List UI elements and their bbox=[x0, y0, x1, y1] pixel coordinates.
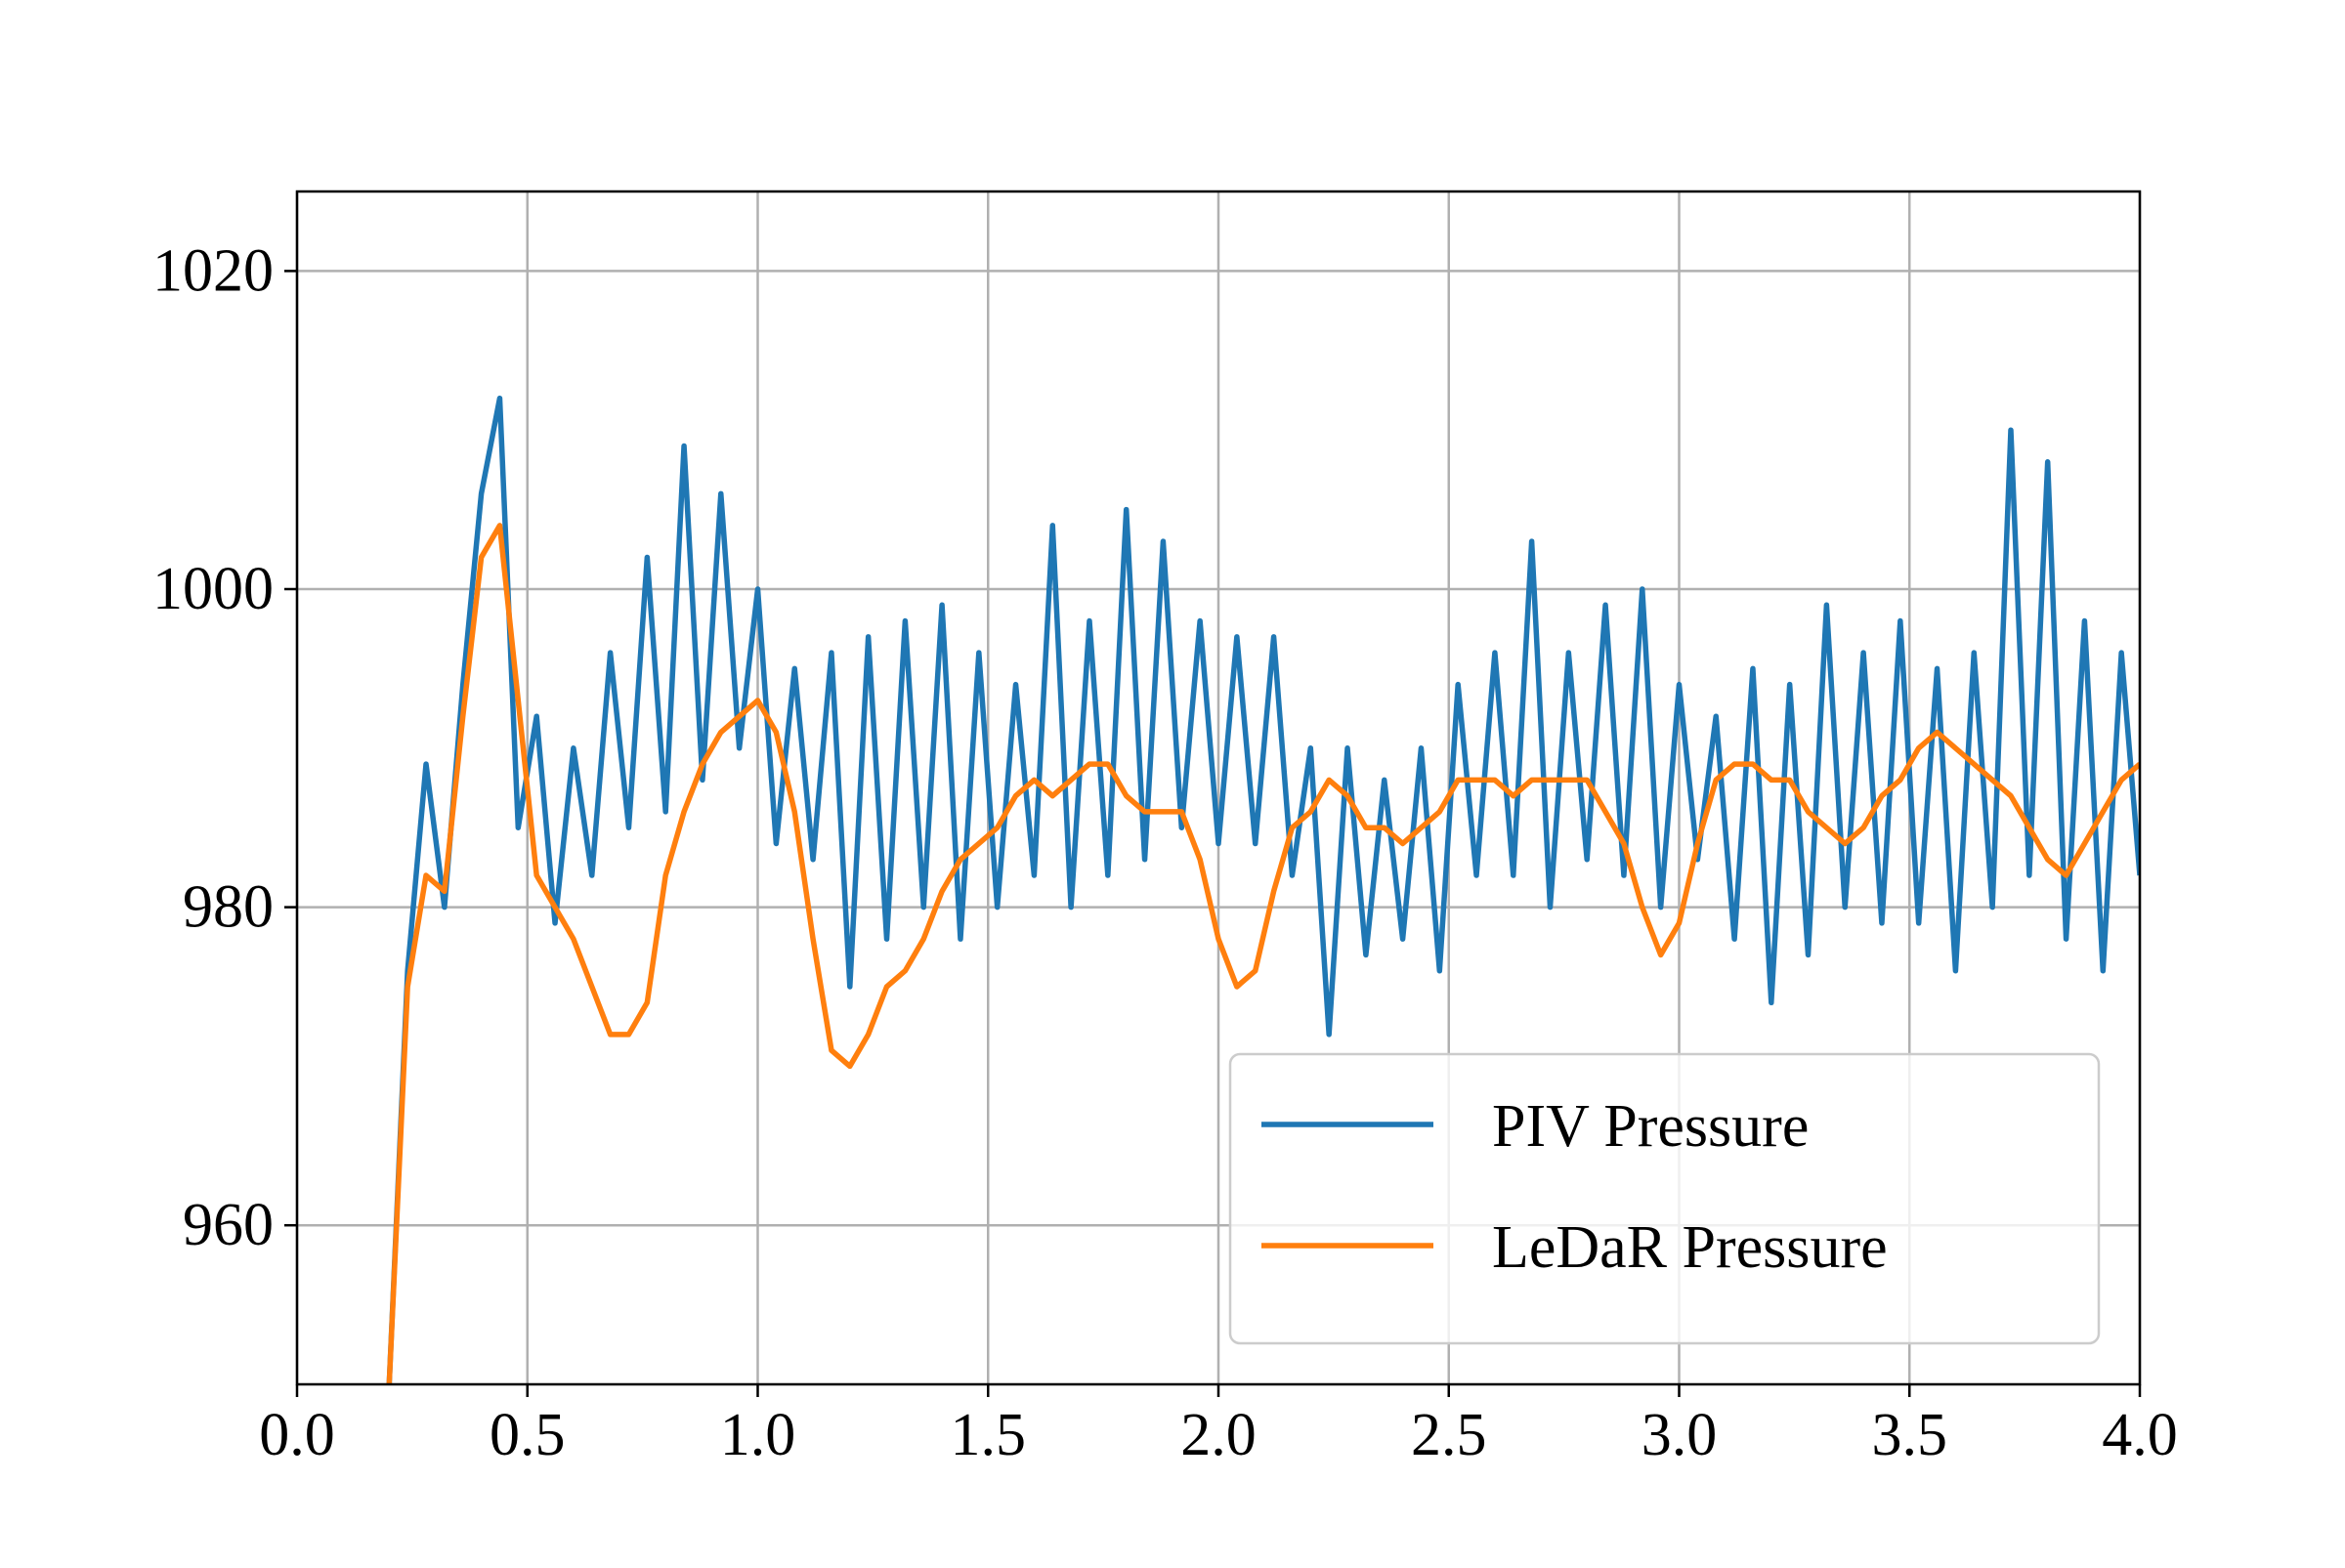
x-tick-label: 3.0 bbox=[1642, 1402, 1718, 1468]
plot-area bbox=[386, 395, 2140, 1384]
legend-label: PIV Pressure bbox=[1492, 1093, 1809, 1160]
x-tick-label: 3.5 bbox=[1872, 1402, 1948, 1468]
x-tick-label: 1.0 bbox=[720, 1402, 796, 1468]
y-tick-label: 1020 bbox=[152, 237, 274, 304]
legend-label: LeDaR Pressure bbox=[1492, 1214, 1888, 1281]
x-tick-label: 0.5 bbox=[490, 1402, 566, 1468]
y-tick-label: 1000 bbox=[152, 556, 274, 622]
x-tick-label: 4.0 bbox=[2102, 1402, 2178, 1468]
x-tick-label: 2.5 bbox=[1411, 1402, 1487, 1468]
axes-frame bbox=[295, 190, 2142, 1386]
legend-box bbox=[1228, 1052, 2101, 1345]
x-tick-label: 1.5 bbox=[951, 1402, 1027, 1468]
y-tick-label: 980 bbox=[183, 874, 274, 941]
series-line bbox=[386, 395, 2140, 1384]
series-line bbox=[386, 523, 2140, 1384]
legend: PIV Pressure LeDaR Pressure bbox=[1228, 1052, 2101, 1345]
y-tick-label: 960 bbox=[183, 1192, 274, 1258]
x-tick-label: 2.0 bbox=[1180, 1402, 1257, 1468]
x-tick-label: 0.0 bbox=[259, 1402, 335, 1468]
